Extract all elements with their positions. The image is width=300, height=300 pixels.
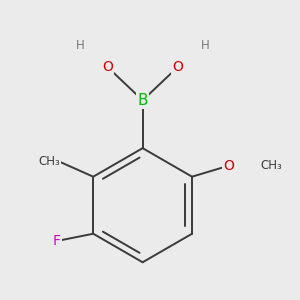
Text: O: O [102,60,113,74]
Text: B: B [137,93,148,108]
Text: F: F [52,234,60,248]
Text: H: H [76,39,84,52]
Text: H: H [201,39,210,52]
Text: O: O [172,60,183,74]
Text: CH₃: CH₃ [38,155,60,169]
Text: O: O [224,159,234,172]
Text: CH₃: CH₃ [260,159,282,172]
